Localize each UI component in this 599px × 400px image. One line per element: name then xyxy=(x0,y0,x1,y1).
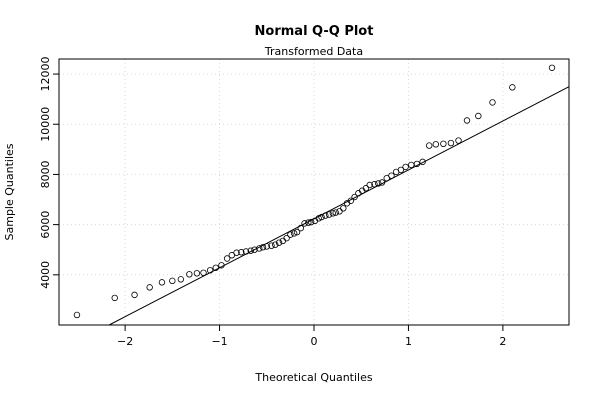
data-point xyxy=(272,241,279,248)
data-point xyxy=(307,218,315,226)
data-point xyxy=(366,181,373,189)
grid xyxy=(59,59,569,325)
data-point xyxy=(336,208,343,215)
y-tick-label: 10000 xyxy=(39,107,52,142)
data-point xyxy=(463,117,471,124)
data-point xyxy=(73,311,81,319)
data-point xyxy=(413,160,421,168)
data-point xyxy=(275,239,283,246)
data-point xyxy=(238,249,245,256)
data-point xyxy=(212,264,219,271)
data-point xyxy=(325,211,333,218)
data-point xyxy=(301,220,308,227)
data-point xyxy=(375,180,382,187)
data-point xyxy=(419,158,426,166)
y-axis-label: Sample Quantiles xyxy=(3,143,16,240)
data-point xyxy=(251,246,258,253)
x-axis: −2 −1 0 1 2 xyxy=(117,325,506,348)
data-point xyxy=(186,271,193,278)
y-axis: 4000 6000 8000 10000 12000 xyxy=(39,57,59,289)
data-point xyxy=(447,139,455,147)
chart-title: Normal Q-Q Plot xyxy=(255,24,374,39)
x-tick-label: −2 xyxy=(117,335,133,348)
data-point xyxy=(259,244,267,251)
data-point xyxy=(489,99,496,106)
data-point xyxy=(256,245,263,252)
data-point xyxy=(397,166,405,174)
y-tick-label: 6000 xyxy=(39,211,52,239)
data-point xyxy=(305,219,312,226)
data-point xyxy=(223,255,231,262)
data-point xyxy=(388,172,395,179)
data-point xyxy=(347,197,355,204)
reference-line-group xyxy=(108,86,570,326)
data-point xyxy=(548,64,556,71)
data-points xyxy=(73,64,556,319)
x-tick-label: −1 xyxy=(211,335,227,348)
data-point xyxy=(318,213,325,221)
data-point xyxy=(475,112,482,120)
data-point xyxy=(206,267,214,274)
data-point xyxy=(290,230,298,237)
data-point xyxy=(263,243,270,250)
data-point xyxy=(268,242,275,249)
data-point xyxy=(402,163,409,171)
x-tick-label: 1 xyxy=(405,335,412,348)
data-point xyxy=(426,142,433,149)
data-point xyxy=(193,270,201,277)
data-point xyxy=(329,210,337,217)
data-point xyxy=(247,247,254,254)
data-point xyxy=(332,209,339,216)
data-point xyxy=(297,224,304,232)
data-point xyxy=(131,291,138,299)
data-point xyxy=(287,231,294,238)
data-point xyxy=(455,137,462,144)
data-point xyxy=(293,228,301,236)
y-tick-label: 4000 xyxy=(39,261,52,289)
data-point xyxy=(242,248,250,255)
data-point xyxy=(340,205,347,212)
x-axis-label: Theoretical Quantiles xyxy=(254,371,372,384)
data-point xyxy=(378,179,386,186)
data-point xyxy=(218,262,225,269)
x-tick-label: 2 xyxy=(499,335,506,348)
data-point xyxy=(322,212,329,219)
x-tick-label: 0 xyxy=(311,335,318,348)
data-point xyxy=(111,294,118,302)
data-point xyxy=(315,215,322,222)
data-point xyxy=(200,269,207,277)
reference-line xyxy=(108,86,570,326)
data-point xyxy=(371,181,378,188)
data-point xyxy=(283,234,290,242)
data-point xyxy=(362,185,370,192)
y-tick-label: 12000 xyxy=(39,57,52,92)
data-point xyxy=(509,84,516,91)
y-tick-label: 8000 xyxy=(39,160,52,188)
data-point xyxy=(351,193,358,201)
data-point xyxy=(440,140,447,148)
data-point xyxy=(177,276,185,283)
data-point xyxy=(158,279,166,286)
data-point xyxy=(146,284,153,291)
data-point xyxy=(169,277,176,285)
data-point xyxy=(408,161,415,169)
chart-subtitle: Transformed Data xyxy=(264,45,363,58)
data-point xyxy=(432,141,440,148)
data-point xyxy=(233,249,240,256)
